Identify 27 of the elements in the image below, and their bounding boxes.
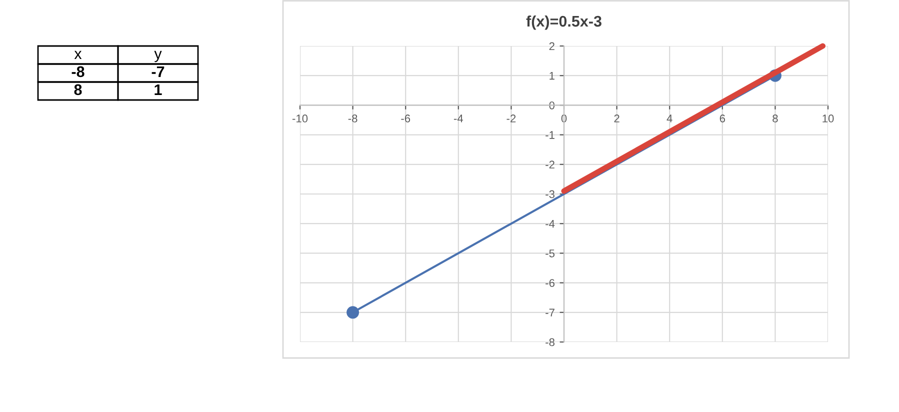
y-tick-label: -2 (546, 160, 554, 168)
y-tick-label: -7 (546, 308, 554, 316)
y-tick-label: 1 (550, 72, 554, 80)
text: 1 (154, 84, 162, 95)
y-tick-label: -8 (546, 338, 554, 346)
y-tick-label: -1 (546, 131, 554, 139)
x-tick-label: -6 (401, 114, 410, 122)
x-tick-label: -2 (506, 114, 516, 122)
text: -7 (152, 66, 164, 77)
x-tick-label: -8 (348, 114, 358, 122)
text: x (74, 50, 82, 59)
y-tick-label: -5 (546, 250, 555, 258)
y-tick-label: 2 (549, 42, 554, 50)
x-tick-label: 10 (822, 114, 834, 122)
x-tick-label: -4 (454, 114, 464, 122)
y-tick-label: -6 (546, 279, 554, 287)
x-tick-label: 8 (772, 114, 778, 122)
text: y (154, 50, 162, 62)
x-tick-label: 2 (614, 114, 620, 122)
text: 8 (74, 84, 82, 96)
y-tick-label: -3 (546, 190, 554, 198)
x-tick-label: 6 (720, 114, 725, 122)
text: -8 (72, 66, 84, 78)
x-tick-label: 4 (666, 114, 672, 122)
x-tick-label: -10 (292, 114, 308, 122)
chart-title: f(x)=0.5x-3 (526, 15, 602, 30)
y-tick-label: -4 (546, 220, 555, 228)
